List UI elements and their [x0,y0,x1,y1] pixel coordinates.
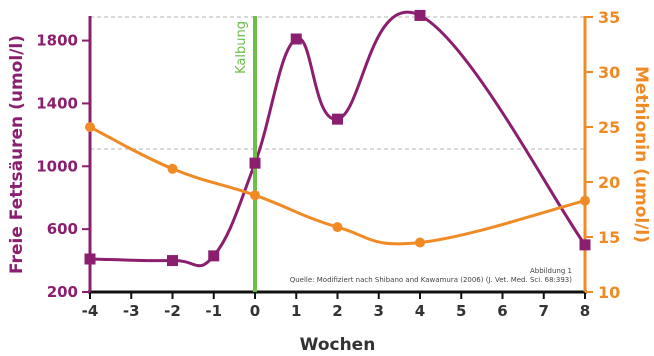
data-point-fatty-acids [167,255,178,267]
y-left-tick-label: 1000 [36,157,78,175]
y-right-tick-label: 15 [598,228,620,247]
x-tick-label: 4 [415,302,425,320]
data-point-methionine [250,190,260,201]
y-left-tick-label: 1800 [36,32,78,50]
source-annotation: Quelle: Modifiziert nach Shibano and Kaw… [290,276,573,284]
x-tick-label: -3 [123,302,140,320]
data-point-methionine [85,122,95,132]
data-point-fatty-acids [249,157,261,169]
x-tick-label: 2 [332,302,342,320]
y-left-tick-label: 600 [47,220,78,238]
y-right-tick-label: 10 [598,283,620,302]
y-axis-right-ticks: 10 15 20 25 30 35 [585,8,620,302]
x-axis-ticks: -4 -3 -2 -1 0 1 2 3 4 5 6 7 8 [82,292,590,320]
y-right-tick-label: 25 [598,118,620,137]
x-tick-label: 6 [497,302,507,320]
data-point-methionine [332,222,343,233]
y-right-tick-label: 30 [598,63,620,82]
y-left-tick-label: 1400 [36,94,78,112]
x-axis-label: Wochen [300,335,376,355]
data-point-fatty-acids [332,113,343,125]
data-point-methionine [415,237,425,248]
figure-number-annotation: Abbildung 1 [530,267,572,275]
data-point-methionine [167,163,178,174]
x-tick-label: -4 [82,302,99,320]
markers-layer [84,9,591,267]
x-tick-label: -1 [205,302,222,320]
x-tick-label: 5 [456,302,466,320]
x-tick-label: 3 [374,302,384,320]
data-point-fatty-acids [84,253,96,265]
x-tick-label: 7 [539,302,549,320]
y-axis-left-ticks: 200 600 1000 1400 1800 [36,32,90,301]
data-point-fatty-acids [290,33,302,45]
x-tick-label: 8 [580,302,590,320]
calving-label: Kalbung [234,21,249,74]
data-point-fatty-acids [414,9,426,21]
y-right-tick-label: 35 [598,8,620,27]
y-left-tick-label: 200 [47,283,78,301]
x-tick-label: -2 [164,302,181,320]
data-point-methionine [580,195,590,206]
x-tick-label: 1 [291,302,301,320]
data-point-fatty-acids [208,250,220,262]
y-axis-right-label: Methionin (umol/l) [631,66,651,243]
y-right-tick-label: 20 [598,173,620,192]
x-tick-label: 0 [250,302,260,320]
data-point-fatty-acids [579,239,591,251]
y-axis-left-label: Freie Fettsäuren (umol/l) [7,35,27,274]
grid-lines [90,16,585,150]
